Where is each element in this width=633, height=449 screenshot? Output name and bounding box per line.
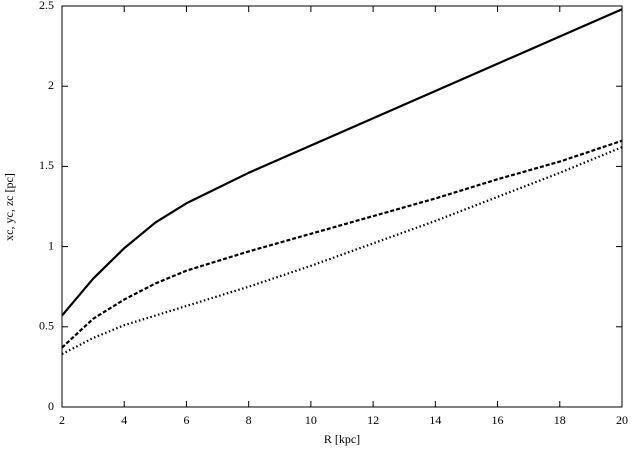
x-tick-label: 18 [554,413,566,427]
series-line [61,146,623,356]
y-tick-label: 1 [48,238,54,252]
y-axis-label: xc, yc, zc [pc] [2,173,16,241]
x-tick-label: 12 [367,413,379,427]
x-tick-label: 20 [616,413,628,427]
x-tick-label: 16 [492,413,504,427]
x-axis-label: R [kpc] [324,432,360,446]
series-line [61,139,623,349]
y-tick-label: 0 [48,399,54,413]
plot-frame [61,5,623,408]
x-tick-label: 2 [59,413,65,427]
x-tick-label: 6 [183,413,189,427]
x-tick-label: 14 [429,413,441,427]
y-tick-label: 0.5 [39,319,54,333]
x-tick-label: 10 [305,413,317,427]
series-line [61,8,623,317]
y-tick-label: 2.5 [39,0,54,12]
x-tick-label: 4 [121,413,127,427]
y-tick-label: 2 [48,78,54,92]
y-tick-label: 1.5 [39,158,54,172]
x-tick-label: 8 [246,413,252,427]
